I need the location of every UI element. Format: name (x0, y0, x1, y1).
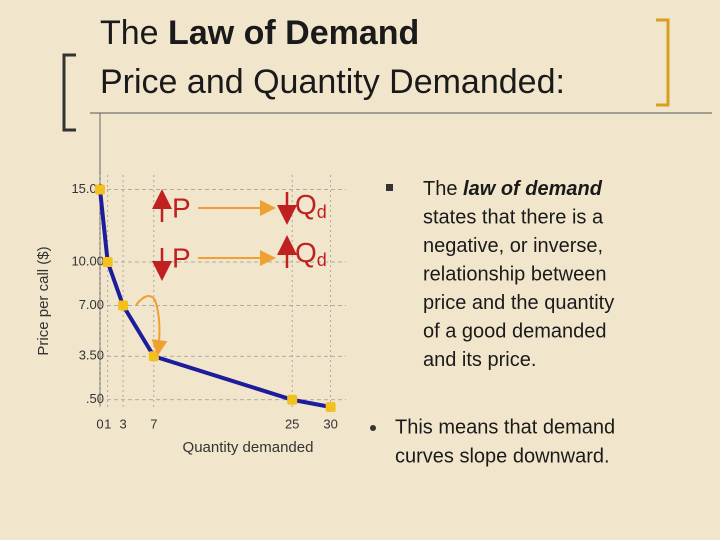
curve-arrow (135, 295, 168, 356)
annotation-price: P (172, 192, 191, 223)
bullet-line: curves slope downward. (395, 445, 610, 467)
q: Q (295, 237, 317, 268)
point (95, 184, 105, 195)
q: Q (295, 189, 317, 220)
point (287, 394, 298, 405)
y-tick-label: 7.00 (79, 297, 104, 312)
x-tick-label: 30 (323, 416, 337, 431)
bullet-lead: The (423, 178, 457, 200)
x-tick-label: 25 (285, 416, 299, 431)
bullet-line: of a good demanded (423, 320, 607, 342)
annotation-quantity: Qd (295, 189, 327, 221)
bullet-line: This means that demand (395, 416, 615, 438)
x-tick-label: 3 (119, 416, 126, 431)
bullet-line: price and the quantity (423, 292, 614, 314)
q-subscript: d (317, 202, 327, 222)
bullet-line: states that there is a (423, 206, 604, 228)
chart: Price per call ($) Quantity demanded .50 3.… (35, 113, 346, 456)
title-bold: Law of Demand (168, 14, 419, 52)
x-tick-label: 0 (96, 416, 103, 431)
y-tick-label: .50 (86, 391, 104, 406)
x-tick-label: 7 (150, 416, 157, 431)
point (148, 351, 159, 362)
q-subscript: d (317, 250, 327, 270)
point (102, 257, 113, 267)
x-tick-label: 1 (104, 416, 111, 431)
bullet-line: The law of demand (423, 178, 603, 200)
bullet-emphasis: law of demand (463, 178, 603, 200)
title-line2: Price and Quantity Demanded: (100, 63, 565, 101)
y-tick-label: 3.50 (79, 348, 104, 363)
title-lead: The (100, 14, 159, 52)
point (325, 402, 336, 412)
demand-curve (98, 189, 331, 409)
bullet-line: relationship between (423, 263, 606, 285)
annotation-quantity: Qd (295, 237, 327, 269)
point (118, 300, 129, 311)
left-bracket (62, 53, 76, 132)
right-bracket (656, 18, 670, 107)
bullet-dot (370, 425, 376, 431)
bullet-line: and its price. (423, 349, 536, 371)
annotation-price: P (172, 242, 191, 273)
bullet-square (386, 184, 393, 191)
bullet-line: negative, or inverse, (423, 235, 603, 257)
x-axis-label: Quantity demanded (183, 439, 314, 456)
title-line1: The Law of Demand (100, 14, 419, 52)
y-axis-label: Price per call ($) (35, 246, 52, 355)
y-tick-label: 10.00 (71, 253, 104, 268)
